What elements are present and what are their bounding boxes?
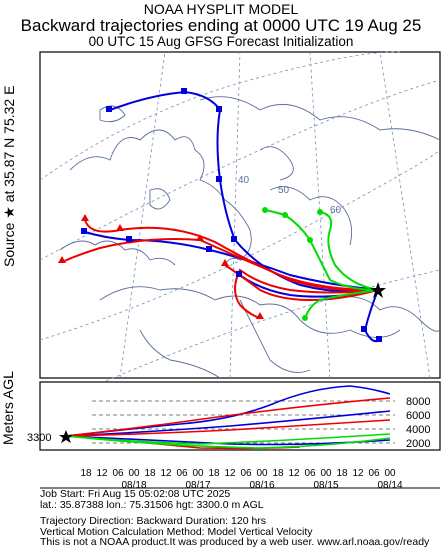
hour-label: 18 xyxy=(336,468,348,479)
hour-label: 12 xyxy=(224,468,236,479)
ytick-6000: 6000 xyxy=(406,410,430,422)
hour-label: 00 xyxy=(384,468,396,479)
hour-label: 12 xyxy=(96,468,108,479)
coastlines xyxy=(59,96,441,379)
hour-label: 18 xyxy=(208,468,220,479)
profile-trajectories xyxy=(65,385,391,450)
map-panel: 40 50 60 xyxy=(39,51,441,411)
graticule xyxy=(39,51,441,411)
ytick-2000: 2000 xyxy=(406,438,430,450)
date-label: 08/17 xyxy=(185,480,210,491)
lat-label-50: 50 xyxy=(278,185,290,196)
hour-label: 18 xyxy=(144,468,156,479)
location-text: lat.: 35.87388 lon.: 75.31506 hgt: 3300.… xyxy=(40,499,264,511)
map-frame xyxy=(39,51,441,379)
disclaimer-text: This is not a NOAA product.It was produc… xyxy=(40,536,430,548)
hour-label: 12 xyxy=(160,468,172,479)
date-label: 08/15 xyxy=(313,480,338,491)
title-trajectories: Backward trajectories ending at 0000 UTC… xyxy=(20,16,422,35)
lat-label-40: 40 xyxy=(238,175,250,186)
ytick-4000: 4000 xyxy=(406,424,430,436)
date-label: 08/18 xyxy=(121,480,146,491)
green-trajectory-2 xyxy=(319,211,379,291)
height-tick-labels: 8000 6000 4000 2000 xyxy=(406,396,430,450)
hour-label: 00 xyxy=(320,468,332,479)
direction-text: Trajectory Direction: Backward Duration:… xyxy=(40,515,267,527)
vertical-method-text: Vertical Motion Calculation Method: Mode… xyxy=(40,526,313,538)
date-label: 08/16 xyxy=(249,480,274,491)
hour-label: 18 xyxy=(272,468,284,479)
profile-source-star-icon xyxy=(59,430,73,443)
job-start-text: Job Start: Fri Aug 15 05:02:08 UTC 2025 xyxy=(40,488,231,500)
start-height-label: 3300 xyxy=(27,432,51,444)
hour-label: 12 xyxy=(352,468,364,479)
red-trajectory-3 xyxy=(234,268,379,319)
hour-label: 06 xyxy=(304,468,316,479)
hour-label: 06 xyxy=(240,468,252,479)
hour-label: 06 xyxy=(112,468,124,479)
date-label: 08/14 xyxy=(377,480,402,491)
hour-label: 00 xyxy=(128,468,140,479)
hour-label: 06 xyxy=(368,468,380,479)
map-markers xyxy=(58,88,382,342)
green-trajectory-3 xyxy=(304,289,379,319)
title-model: NOAA HYSPLIT MODEL xyxy=(143,1,299,17)
hour-label: 00 xyxy=(256,468,268,479)
hour-label: 06 xyxy=(176,468,188,479)
lat-label-60: 60 xyxy=(330,205,342,216)
red-trajectory-1 xyxy=(84,219,379,292)
profile-panel: 3300 8000 6000 4000 2000 18 12 06 00 18 … xyxy=(27,381,441,491)
ytick-8000: 8000 xyxy=(406,396,430,408)
time-axis: 18 12 06 00 18 12 06 00 18 12 06 00 18 1… xyxy=(80,468,403,491)
hour-label: 18 xyxy=(80,468,92,479)
title-initialization: 00 UTC 15 Aug GFSG Forecast Initializati… xyxy=(88,34,354,49)
source-star-icon xyxy=(370,282,386,298)
hour-label: 12 xyxy=(288,468,300,479)
hour-label: 00 xyxy=(192,468,204,479)
